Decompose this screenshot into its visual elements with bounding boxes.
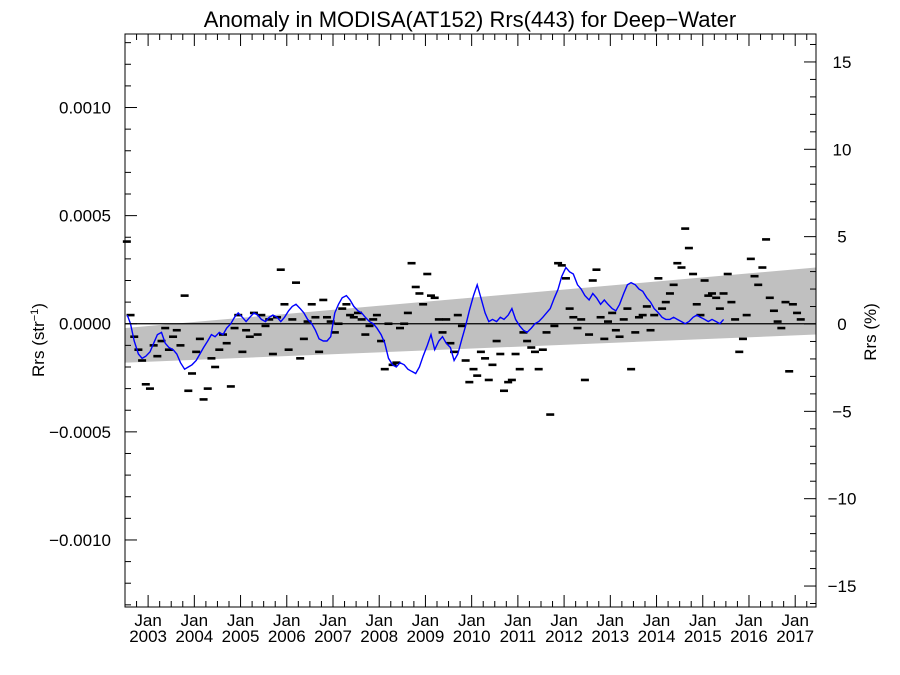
y-axis-right: 15 10 5 0 −5 −10 −15 [804, 43, 857, 605]
x-tick-year: 2016 [730, 627, 768, 646]
x-tick-year: 2013 [591, 627, 629, 646]
y-tick-label: 0.0010 [59, 99, 111, 118]
x-tick-year: 2007 [314, 627, 352, 646]
y2-tick-label: 0 [837, 315, 846, 334]
y2-tick-label: 10 [833, 140, 852, 159]
y-tick-label: 0.0005 [59, 207, 111, 226]
plot-frame [124, 33, 817, 608]
y-axis-label-close: ) [29, 303, 48, 309]
x-tick-month: Jan [412, 611, 439, 630]
y-axis-label: Rrs (str−1) [29, 303, 48, 377]
x-axis: Jan2003Jan2004Jan2005Jan2006Jan2007Jan20… [124, 34, 814, 646]
x-tick-month: Jan [781, 611, 808, 630]
x-tick-year: 2010 [453, 627, 491, 646]
x-tick-month: Jan [689, 611, 716, 630]
y-tick-label: 0.0000 [59, 315, 111, 334]
y-tick-label: −0.0010 [49, 531, 111, 550]
y-axis-label-main: Rrs (str [29, 321, 48, 377]
x-tick-year: 2011 [500, 627, 537, 646]
x-tick-year: 2005 [222, 627, 260, 646]
x-tick-year: 2004 [175, 627, 213, 646]
x-tick-month: Jan [597, 611, 624, 630]
x-tick-year: 2006 [268, 627, 306, 646]
x-tick-year: 2012 [545, 627, 583, 646]
y2-tick-label: −15 [828, 577, 857, 596]
y2-tick-label: 5 [837, 228, 846, 247]
x-tick-year: 2009 [407, 627, 445, 646]
x-tick-month: Jan [550, 611, 577, 630]
x-tick-year: 2017 [776, 627, 814, 646]
y2-tick-label: −10 [828, 490, 857, 509]
x-tick-month: Jan [504, 611, 531, 630]
x-tick-month: Jan [319, 611, 346, 630]
y2-axis-label: Rrs (%) [861, 303, 880, 361]
x-tick-month: Jan [134, 611, 161, 630]
x-tick-year: 2015 [684, 627, 722, 646]
chart-title: Anomaly in MODISA(AT152) Rrs(443) for De… [204, 7, 736, 32]
x-tick-year: 2014 [638, 627, 676, 646]
y2-tick-label: 15 [833, 53, 852, 72]
x-tick-month: Jan [735, 611, 762, 630]
smooth-line [126, 266, 725, 375]
confidence-band [125, 267, 816, 363]
x-tick-year: 2008 [360, 627, 398, 646]
x-tick-month: Jan [458, 611, 485, 630]
x-tick-month: Jan [366, 611, 393, 630]
x-tick-month: Jan [227, 611, 254, 630]
data-points [122, 227, 805, 416]
y-tick-label: −0.0005 [49, 423, 111, 442]
y-axis-left: 0.0010 0.0005 0.0000 −0.0005 −0.0010 [49, 42, 137, 606]
x-tick-month: Jan [273, 611, 300, 630]
x-tick-year: 2003 [129, 627, 167, 646]
y2-tick-label: −5 [832, 402, 851, 421]
x-tick-month: Jan [181, 611, 208, 630]
x-tick-month: Jan [643, 611, 670, 630]
plot-area [122, 33, 817, 608]
y-axis-label-exponent: −1 [29, 309, 41, 322]
